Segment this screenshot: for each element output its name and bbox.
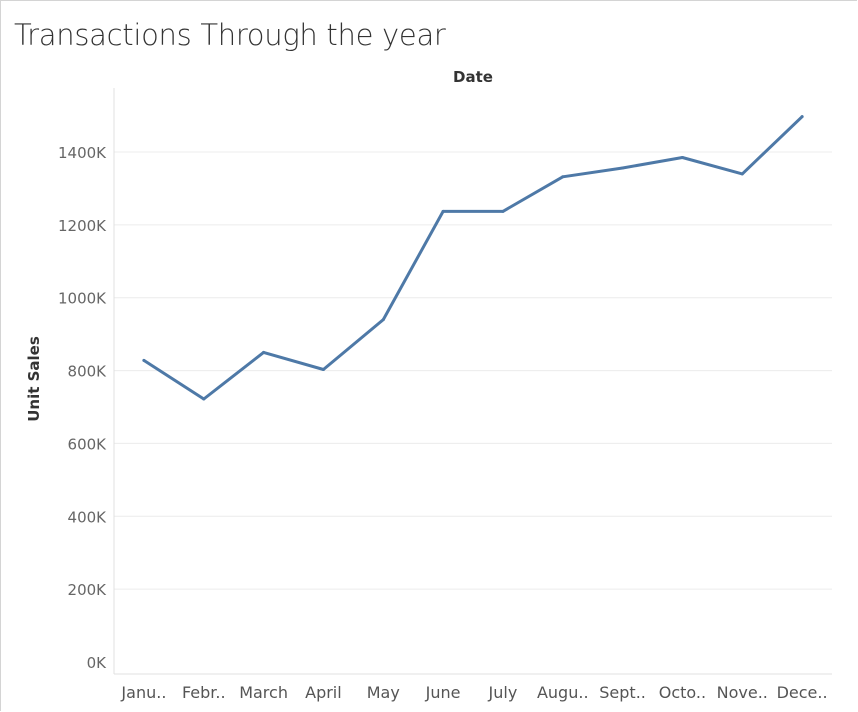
x-tick-label: March (239, 683, 288, 702)
axes (113, 88, 832, 675)
x-tick-label: June (425, 683, 461, 702)
y-tick-label: 200K (68, 581, 108, 599)
y-tick-label: 800K (68, 363, 108, 381)
data-point (501, 209, 505, 213)
data-point (262, 350, 266, 354)
data-point (202, 397, 206, 401)
data-point (740, 172, 744, 176)
x-tick-label: Octo.. (659, 683, 706, 702)
chart-title: Transactions Through the year (14, 18, 446, 52)
x-tick-label: Augu.. (537, 683, 589, 702)
data-point (680, 155, 684, 159)
gridlines (114, 151, 832, 590)
data-point (441, 209, 445, 213)
x-tick-labels: Janu.. Febr.. March April May June July Augu.. S… (120, 683, 827, 702)
x-tick-label: Febr.. (182, 683, 226, 702)
y-tick-label: 0K (87, 654, 108, 672)
x-tick-label: Dece.. (777, 683, 828, 702)
data-point (142, 358, 146, 362)
x-tick-label: Nove.. (717, 683, 768, 702)
x-tick-label: July (488, 683, 518, 702)
x-tick-label: Janu.. (120, 683, 166, 702)
y-tick-labels: 0K 200K 400K 600K 800K 1000K 1200K 1400K (58, 144, 107, 672)
data-point (381, 318, 385, 322)
y-tick-label: 600K (68, 435, 108, 453)
series-line-unit-sales (142, 115, 804, 401)
series-layer (142, 115, 804, 401)
data-point (561, 175, 565, 179)
y-tick-label: 400K (68, 508, 108, 526)
x-tick-label: Sept.. (599, 683, 646, 702)
data-point (321, 367, 325, 371)
x-tick-label: April (305, 683, 342, 702)
data-point (800, 115, 804, 119)
y-tick-label: 1200K (58, 217, 107, 235)
y-tick-label: 1400K (58, 144, 107, 162)
y-axis-title: Unit Sales (25, 336, 43, 422)
x-tick-label: May (367, 683, 400, 702)
x-axis-title: Date (453, 68, 493, 86)
y-tick-label: 1000K (58, 290, 107, 308)
data-point (621, 166, 625, 170)
